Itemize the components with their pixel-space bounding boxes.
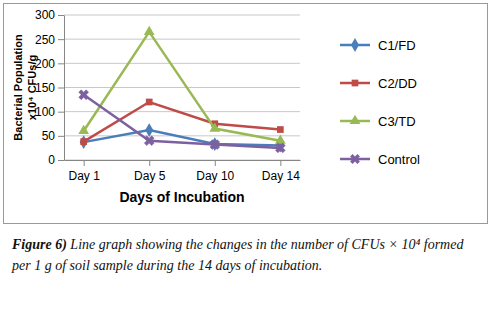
point-marker [80,135,88,149]
x-tick: Day 5 [134,160,166,183]
legend-marker [352,80,359,87]
grid-line [64,87,300,88]
x-tick: Day 14 [262,160,300,183]
caption: Figure 6) Line graph showing the changes… [12,234,484,276]
chart-frame [4,4,488,224]
y-tick-label: 150 [35,81,55,95]
series-line [84,95,281,148]
legend-label: Control [378,152,420,167]
x-axis-title: Days of Incubation [119,189,244,205]
y-tick-mark [58,160,64,161]
y-tick-label: 200 [35,57,55,71]
point-marker [76,87,91,102]
y-tick-mark [58,15,64,16]
point-marker [80,138,87,145]
series-line [84,32,281,141]
y-axis: 0 50 100 150 200 250 300 [35,8,65,167]
x-tick-mark [149,160,150,166]
point-marker [207,137,222,152]
x-tick-label: Day 10 [196,169,234,183]
grid-line [64,160,300,161]
grid-line [64,15,300,16]
x-tick: Day 1 [68,160,100,183]
point-marker [209,122,220,131]
y-tick-mark [58,39,64,40]
point-marker [146,99,153,106]
legend-marker [348,152,363,167]
x-axis-line [65,160,301,161]
x-axis: Day 1 Day 5 Day 10 Day 14 [65,160,301,183]
y-tick-label: 100 [35,105,55,119]
y-tick: 0 [48,153,64,167]
plot-area [76,26,287,156]
y-tick-mark [58,112,64,113]
y-tick-label: 50 [42,129,56,143]
legend: C1/FD C2/DD C3/TD Control [340,38,420,167]
point-marker [277,126,284,133]
x-tick-label: Day 5 [134,169,166,183]
y-tick: 200 [35,57,64,71]
x-tick-label: Day 14 [262,169,300,183]
x-tick-mark [280,160,281,166]
y-tick-label: 250 [35,33,55,47]
y-tick-label: 300 [35,8,55,22]
y-tick-mark [58,88,64,89]
point-marker [78,125,89,134]
legend-marker [351,38,359,52]
y-axis-title-line: x10⁴ CFUs/g [26,55,38,120]
y-tick-mark [58,136,64,137]
grid-line [64,39,300,40]
legend-marker [350,115,361,124]
legend-label: C2/DD [378,76,417,91]
y-tick: 50 [42,129,64,143]
x-tick-mark [84,160,85,166]
y-tick: 300 [35,8,64,22]
y-tick: 250 [35,33,64,47]
y-tick: 100 [35,105,64,119]
y-tick-mark [58,63,64,64]
x-tick-label: Day 1 [68,169,100,183]
x-tick: Day 10 [196,160,234,183]
caption-label: Figure 6) [12,237,67,252]
x-tick-mark [215,160,216,166]
y-tick-label: 0 [48,153,55,167]
grid-line [64,63,300,64]
point-marker [145,123,153,137]
point-marker [144,26,155,35]
legend-label: C1/FD [378,38,416,53]
legend-label: C3/TD [378,114,416,129]
point-marker [275,134,286,143]
point-marker [142,133,157,148]
y-tick: 150 [35,81,64,95]
caption-text: Line graph showing the changes in the nu… [12,237,463,273]
chart: 0 50 100 150 200 250 300 Day 1 Day 5 Day 10 Day 14… [0,0,495,327]
y-axis-line [64,16,65,161]
y-axis-title-line: Bacterial Population [12,34,24,141]
y-axis-title: Bacterial Populationx10⁴ CFUs/g [12,34,38,141]
point-marker [273,141,288,156]
